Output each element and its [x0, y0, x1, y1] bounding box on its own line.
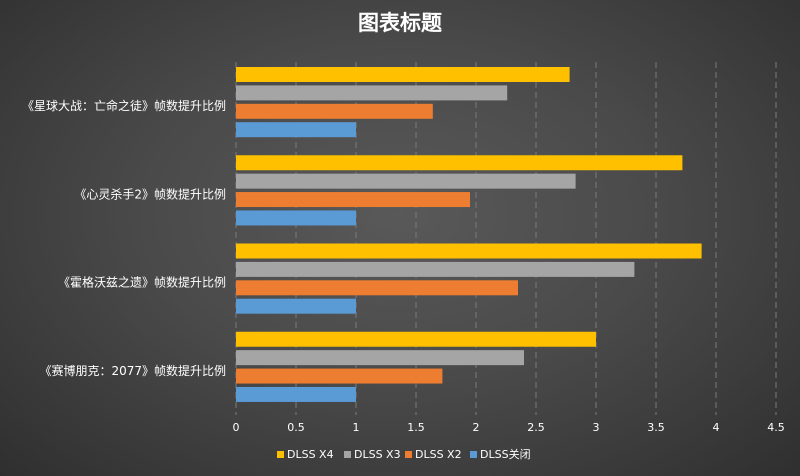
bars-layer [236, 67, 702, 402]
bar-dlss关闭 [236, 122, 356, 138]
x-tick-label: 3 [593, 421, 600, 434]
category-labels: 《星球大战：亡命之徒》帧数提升比例《心灵杀手2》帧数提升比例《霍格沃兹之遗》帧数… [22, 98, 226, 378]
x-tick-label: 0 [233, 421, 240, 434]
bar-dlss-x2 [236, 103, 433, 119]
bar-dlss-x3 [236, 173, 576, 189]
bar-dlss-x2 [236, 280, 518, 296]
chart-title: 图表标题 [358, 11, 443, 35]
bar-dlss关闭 [236, 210, 356, 226]
x-tick-label: 4.5 [767, 421, 785, 434]
x-axis-ticks: 0 0.5 1 1.5 2 2.5 3 3.5 4 4.5 [233, 421, 785, 434]
x-tick-label: 1.5 [407, 421, 425, 434]
category-label: 《赛博朋克：2077》帧数提升比例 [39, 363, 226, 378]
x-tick-label: 3.5 [647, 421, 665, 434]
category-label: 《星球大战：亡命之徒》帧数提升比例 [22, 98, 226, 113]
legend-swatch [277, 451, 284, 458]
bar-dlss-x4 [236, 243, 702, 259]
bar-dlss-x4 [236, 155, 683, 171]
bar-dlss-x3 [236, 261, 635, 277]
x-tick-label: 4 [713, 421, 720, 434]
legend-label: DLSS关闭 [480, 447, 531, 461]
x-tick-label: 2 [473, 421, 480, 434]
category-label: 《霍格沃兹之遗》帧数提升比例 [58, 275, 226, 290]
bar-dlss-x4 [236, 67, 570, 82]
bar-dlss关闭 [236, 298, 356, 314]
x-tick-label: 2.5 [527, 421, 545, 434]
bar-dlss-x2 [236, 368, 443, 384]
category-label: 《心灵杀手2》帧数提升比例 [74, 186, 226, 201]
bar-dlss-x2 [236, 192, 470, 208]
legend-swatch [405, 451, 412, 458]
legend-swatch [470, 451, 477, 458]
x-tick-label: 1 [353, 421, 360, 434]
legend-label: DLSS X4 [287, 448, 334, 461]
bar-dlss关闭 [236, 386, 356, 402]
bar-dlss-x3 [236, 350, 524, 366]
legend: DLSS X4 DLSS X3 DLSS X2 DLSS关闭 [277, 447, 531, 461]
legend-label: DLSS X3 [354, 448, 401, 461]
legend-swatch [344, 451, 351, 458]
legend-label: DLSS X2 [415, 448, 462, 461]
x-tick-label: 0.5 [287, 421, 305, 434]
bar-dlss-x3 [236, 85, 508, 101]
bar-dlss-x4 [236, 331, 596, 347]
